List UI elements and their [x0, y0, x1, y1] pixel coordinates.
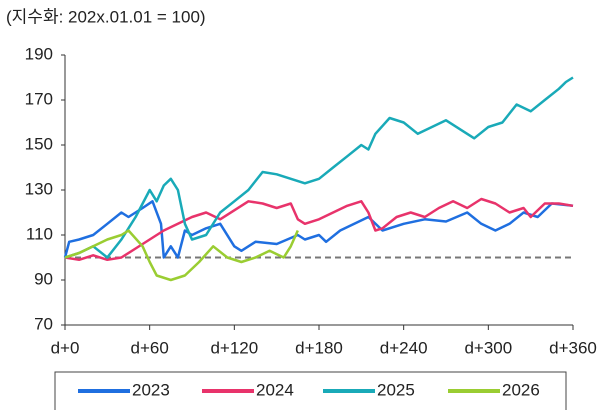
- series-line: [63, 200, 574, 259]
- x-tick-label: d+60: [131, 338, 169, 357]
- series-line: [64, 76, 574, 259]
- series-line: [64, 197, 574, 262]
- x-tick-label: d+360: [549, 338, 597, 357]
- y-tick-label: 190: [25, 44, 53, 63]
- chart-title: (지수화: 202x.01.01 = 100): [6, 7, 206, 26]
- x-tick-label: d+120: [210, 338, 258, 357]
- y-tick-label: 130: [25, 179, 53, 198]
- legend-label: 2026: [502, 380, 540, 399]
- y-tick-label: 90: [34, 269, 53, 288]
- series-line: [64, 229, 299, 282]
- legend-label: 2023: [132, 380, 170, 399]
- legend-label: 2024: [256, 380, 294, 399]
- x-tick-label: d+240: [380, 338, 428, 357]
- y-tick-label: 170: [25, 89, 53, 108]
- y-tick-label: 70: [34, 314, 53, 333]
- y-tick-label: 110: [26, 224, 53, 243]
- y-tick-label: 150: [25, 134, 53, 153]
- x-tick-label: d+180: [295, 338, 343, 357]
- x-tick-label: d+300: [464, 338, 512, 357]
- legend-label: 2025: [377, 380, 415, 399]
- x-tick-label: d+0: [51, 338, 80, 357]
